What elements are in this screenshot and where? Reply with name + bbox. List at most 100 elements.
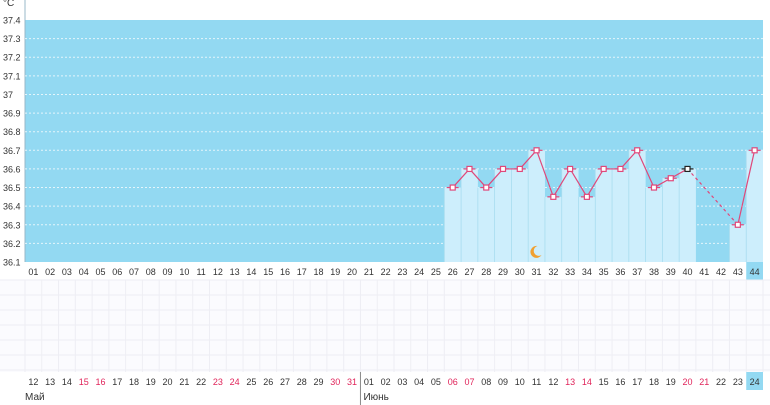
- date-label: 17: [632, 377, 642, 387]
- temperature-bar: [511, 168, 529, 262]
- temperature-bar: [528, 150, 545, 262]
- temperature-bar: [612, 168, 629, 262]
- temperature-point: [466, 165, 473, 173]
- temperature-bar: [444, 187, 462, 262]
- date-label: 20: [683, 377, 693, 387]
- month-label: Июнь: [363, 392, 388, 403]
- cycle-day-label: 19: [330, 267, 340, 277]
- y-tick-label: 36.8: [3, 127, 21, 137]
- cycle-day-label: 44: [750, 267, 760, 277]
- cycle-day-label: 16: [280, 267, 290, 277]
- cycle-day-label: 43: [733, 267, 743, 277]
- y-tick-label: 36.3: [3, 220, 21, 230]
- date-label: 24: [750, 377, 760, 387]
- cycle-day-label: 10: [179, 267, 189, 277]
- cycle-day-label: 30: [515, 267, 525, 277]
- date-label: 13: [565, 377, 575, 387]
- date-label: 19: [666, 377, 676, 387]
- temperature-bar: [561, 168, 579, 262]
- cycle-day-label: 37: [632, 267, 642, 277]
- temperature-bar: [578, 196, 596, 262]
- cycle-day-label: 02: [45, 267, 55, 277]
- temperature-point: [567, 165, 574, 173]
- date-label: 16: [95, 377, 105, 387]
- date-label: 02: [381, 377, 391, 387]
- date-label: 01: [364, 377, 374, 387]
- date-label: 06: [448, 377, 458, 387]
- temperature-line: [619, 149, 638, 170]
- cycle-day-label: 12: [213, 267, 223, 277]
- temperature-bar: [729, 224, 747, 262]
- date-label: 23: [733, 377, 743, 387]
- cycle-day-label: 09: [163, 267, 173, 277]
- y-tick-label: 36.1: [3, 258, 21, 268]
- temperature-bar: [746, 150, 763, 262]
- unit-label: °C: [3, 0, 14, 9]
- temperature-point: [449, 184, 456, 191]
- cycle-day-label: 32: [548, 267, 558, 277]
- cycle-day-label: 11: [196, 267, 205, 277]
- temperature-bar: [595, 168, 613, 262]
- temperature-point: [583, 193, 590, 200]
- cycle-day-label: 17: [297, 267, 307, 277]
- cycle-day-label: 31: [532, 267, 542, 277]
- date-label: 15: [79, 377, 89, 387]
- y-tick-label: 36.7: [3, 146, 21, 156]
- cycle-day-label: 40: [683, 267, 693, 277]
- date-label: 14: [582, 377, 592, 387]
- date-label: 27: [280, 377, 290, 387]
- y-tick-label: 36.4: [3, 202, 21, 212]
- cycle-day-label: 28: [481, 267, 491, 277]
- cycle-day-label: 13: [230, 267, 240, 277]
- temperature-point: [751, 147, 758, 154]
- date-label: 22: [196, 377, 206, 387]
- cycle-day-label: 36: [615, 267, 625, 277]
- date-label: 12: [548, 377, 558, 387]
- temperature-line: [452, 168, 470, 188]
- cycle-day-label: 21: [364, 267, 374, 277]
- temperature-bar: [628, 150, 646, 262]
- cycle-day-label: 04: [79, 267, 89, 277]
- temperature-line-dashed: [687, 168, 739, 226]
- temperature-point: [533, 147, 540, 154]
- cycle-day-label: 26: [448, 267, 458, 277]
- month-label: Май: [25, 392, 45, 403]
- temperature-line: [519, 149, 538, 170]
- cycle-day-label: 24: [414, 267, 424, 277]
- temperature-line: [469, 168, 487, 188]
- date-label: 23: [213, 377, 223, 387]
- cycle-day-label: 41: [699, 267, 709, 277]
- temperature-line: [636, 150, 655, 188]
- date-label: 18: [129, 377, 139, 387]
- date-label: 09: [498, 377, 508, 387]
- cycle-day-label: 23: [397, 267, 407, 277]
- y-tick-label: 37.4: [3, 16, 21, 26]
- temperature-point: [550, 193, 557, 200]
- date-label: 04: [414, 377, 424, 387]
- temperature-point: [634, 147, 641, 154]
- date-label: 17: [112, 377, 122, 387]
- date-label: 24: [230, 377, 240, 387]
- y-tick-label: 37.1: [3, 71, 21, 81]
- cycle-day-label: 05: [95, 267, 105, 277]
- cycle-day-label: 35: [599, 267, 609, 277]
- current-date-highlight: [746, 372, 763, 390]
- date-label: 05: [431, 377, 441, 387]
- date-label: 13: [45, 377, 55, 387]
- date-label: 03: [397, 377, 407, 387]
- temperature-point: [650, 184, 658, 191]
- temperature-line: [737, 150, 756, 225]
- cycle-day-label: 15: [263, 267, 273, 277]
- date-label: 22: [716, 377, 726, 387]
- temperature-point: [734, 221, 741, 228]
- cycle-day-label: 03: [62, 267, 72, 277]
- date-label: 11: [532, 377, 541, 387]
- notes-grid: [0, 280, 770, 372]
- cycle-day-label: 06: [112, 267, 122, 277]
- temperature-point: [684, 165, 691, 173]
- cycle-day-label: 14: [246, 267, 256, 277]
- temperature-bar: [662, 178, 680, 262]
- y-tick-label: 36.6: [3, 164, 21, 174]
- temperature-bar: [477, 187, 495, 262]
